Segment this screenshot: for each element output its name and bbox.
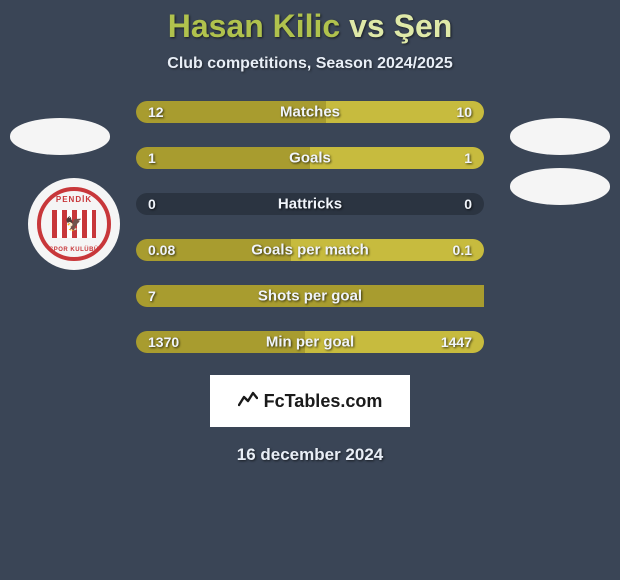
- stats-panel: 12 10 Matches 1 1 Goals 0 0 Hattricks 0.08 0.1 Goal…: [136, 101, 484, 353]
- stat-label: Hattricks: [278, 196, 342, 213]
- badge-top-text: PENDİK: [56, 195, 92, 204]
- stat-value-right: 10: [456, 104, 472, 120]
- eagle-icon: 🦅: [65, 216, 82, 233]
- stat-value-left: 0.08: [148, 242, 175, 258]
- stat-label: Goals: [289, 150, 331, 167]
- stat-value-left: 1370: [148, 334, 179, 350]
- player2-name: Şen: [394, 8, 453, 44]
- vs-text: vs: [349, 8, 385, 44]
- bar-right: [310, 147, 484, 169]
- stat-row: 1370 1447 Min per goal: [136, 331, 484, 353]
- stat-label: Min per goal: [266, 334, 354, 351]
- stat-value-left: 0: [148, 196, 156, 212]
- stat-row: 1 1 Goals: [136, 147, 484, 169]
- stat-value-left: 7: [148, 288, 156, 304]
- bar-left: [136, 147, 310, 169]
- player1-name: Hasan Kilic: [168, 8, 341, 44]
- stat-value-right: 0.1: [453, 242, 472, 258]
- subtitle: Club competitions, Season 2024/2025: [167, 55, 452, 73]
- stat-value-right: 1447: [441, 334, 472, 350]
- brand-icon: [238, 391, 258, 412]
- stat-row: 7 Shots per goal: [136, 285, 484, 307]
- stat-row: 0.08 0.1 Goals per match: [136, 239, 484, 261]
- player2-club-oval-1: [510, 118, 610, 155]
- stat-value-left: 12: [148, 104, 164, 120]
- brand-badge[interactable]: FcTables.com: [210, 375, 410, 427]
- badge-bottom-text: SPOR KULÜBÜ: [49, 247, 99, 253]
- page-title: Hasan Kilic vs Şen: [168, 8, 453, 45]
- player1-club-badge: PENDİK 🦅 SPOR KULÜBÜ: [28, 178, 120, 270]
- stat-value-right: 0: [464, 196, 472, 212]
- stat-label: Matches: [280, 104, 340, 121]
- stat-label: Shots per goal: [258, 288, 362, 305]
- stat-row: 12 10 Matches: [136, 101, 484, 123]
- stat-row: 0 0 Hattricks: [136, 193, 484, 215]
- badge-inner: PENDİK 🦅 SPOR KULÜBÜ: [37, 187, 111, 261]
- brand-text: FcTables.com: [264, 391, 383, 412]
- stat-label: Goals per match: [251, 242, 369, 259]
- badge-stripes: 🦅: [52, 210, 96, 238]
- stat-value-right: 1: [464, 150, 472, 166]
- stat-value-left: 1: [148, 150, 156, 166]
- footer-date: 16 december 2024: [237, 445, 384, 465]
- player2-club-oval-2: [510, 168, 610, 205]
- player1-club-oval: [10, 118, 110, 155]
